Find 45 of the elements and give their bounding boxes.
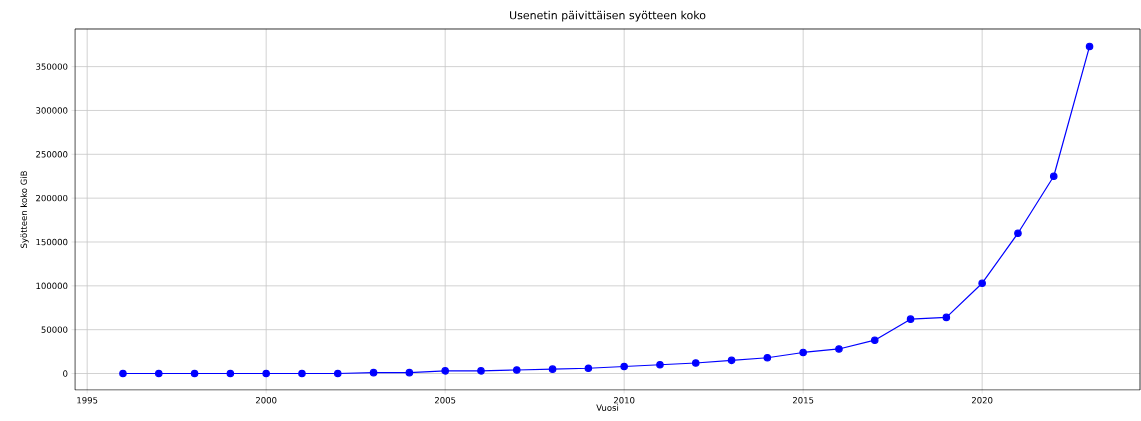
- point: [691, 359, 700, 367]
- point: [262, 369, 270, 378]
- point: [369, 368, 378, 377]
- x-axis-title: Vuosi: [596, 404, 619, 411]
- y-tick-label: 50000: [41, 326, 68, 333]
- y-tick-label: 0: [63, 370, 68, 377]
- x-tick-label: 2005: [434, 397, 456, 404]
- point: [298, 369, 306, 378]
- x-tick-label: 2000: [255, 397, 277, 404]
- point: [656, 360, 664, 369]
- point: [154, 369, 163, 378]
- y-tick-label: 150000: [36, 238, 68, 246]
- point: [477, 367, 485, 375]
- point: [727, 356, 736, 365]
- y-axis-title: Syötteen koko GiB: [20, 171, 29, 248]
- point: [584, 364, 593, 373]
- y-tick-label: 350000: [36, 63, 68, 70]
- x-tick-label: 2015: [792, 397, 814, 404]
- point: [548, 365, 557, 373]
- point: [620, 362, 628, 371]
- chart-title: Usenetin päivittäisen syötteen koko: [510, 10, 706, 22]
- point: [1085, 42, 1094, 51]
- y-tick-label: 300000: [36, 107, 68, 114]
- point: [190, 369, 199, 378]
- y-tick-label: 100000: [36, 282, 68, 290]
- point: [835, 345, 843, 353]
- point: [1014, 229, 1022, 238]
- point: [1049, 172, 1058, 181]
- point: [942, 313, 951, 322]
- point: [763, 353, 772, 362]
- point: [119, 369, 127, 378]
- point: [799, 348, 807, 357]
- point: [906, 315, 915, 323]
- point: [512, 366, 521, 374]
- point: [441, 367, 449, 375]
- y-tick-label: 200000: [36, 194, 68, 202]
- point: [978, 279, 986, 287]
- x-tick-label: 2020: [971, 397, 993, 404]
- x-tick-label: 2010: [613, 397, 635, 404]
- point: [405, 368, 414, 377]
- point: [226, 369, 235, 378]
- x-tick-label: 1995: [77, 397, 98, 404]
- point: [870, 336, 879, 344]
- point: [333, 369, 342, 378]
- y-tick-label: 250000: [36, 151, 68, 158]
